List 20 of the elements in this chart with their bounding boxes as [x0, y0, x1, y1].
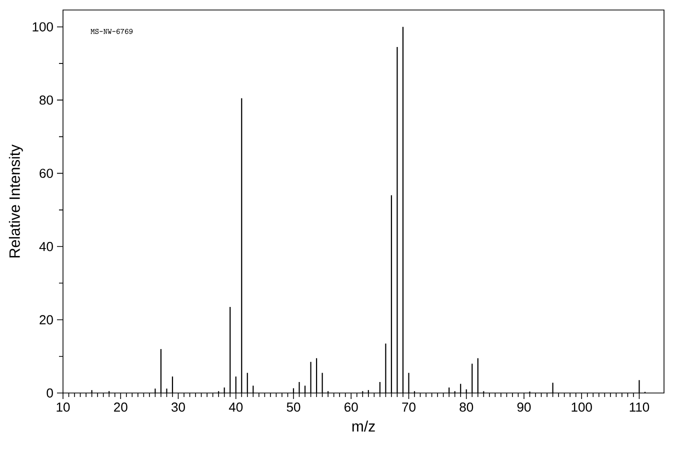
y-tick-label: 60 — [40, 168, 53, 178]
y-tick-label: 20 — [40, 315, 53, 324]
x-tick-label: 90 — [517, 402, 531, 412]
x-tick-label: 30 — [172, 402, 185, 412]
x-tick-label: 80 — [460, 402, 474, 412]
y-axis-title: Relative Intensity — [8, 144, 23, 258]
x-tick-label: 10 — [56, 402, 70, 412]
x-tick-label: 100 — [572, 402, 592, 412]
x-axis-title: m/z — [352, 420, 375, 432]
y-tick-label: 40 — [39, 242, 53, 252]
y-tick-label: 100 — [32, 22, 53, 32]
y-tick-label: 0 — [46, 388, 53, 398]
x-tick-label: 60 — [344, 402, 358, 412]
x-tick-label: 110 — [630, 402, 650, 412]
x-tick-label: 40 — [228, 402, 243, 412]
y-tick-label: 80 — [40, 95, 53, 105]
x-tick-label: 20 — [114, 402, 128, 412]
x-tick-label: 70 — [402, 402, 416, 412]
annotation: MS-NW-6769 — [90, 28, 133, 34]
x-tick-label: 50 — [286, 402, 300, 412]
